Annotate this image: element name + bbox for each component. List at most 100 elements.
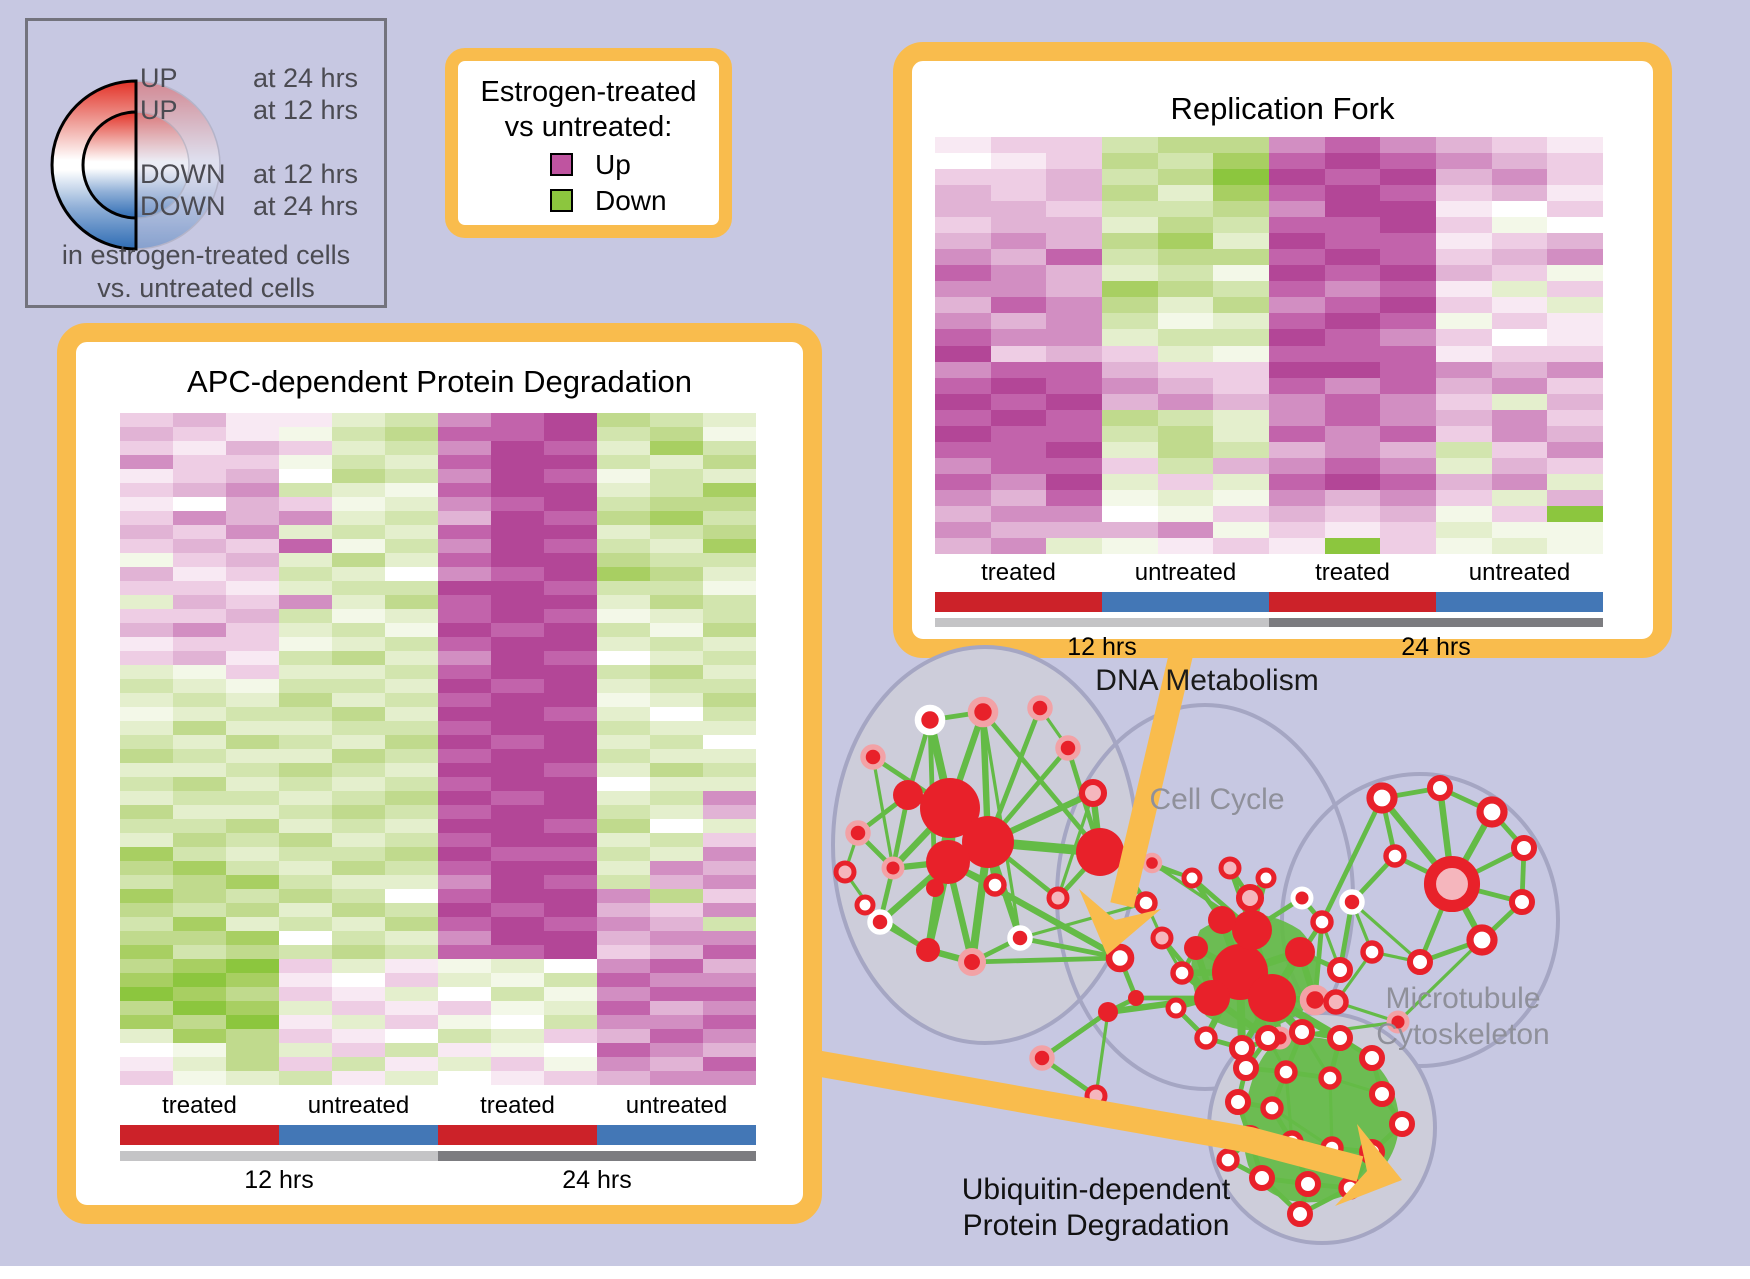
heatmap-cell [1046,537,1102,554]
heatmap-cell [491,847,544,861]
heatmap-cell [1046,505,1102,522]
heatmap-cell [120,791,173,805]
heatmap-cell [173,763,226,777]
heatmap-cell [120,693,173,707]
heatmap-cell [279,987,332,1001]
heatmap-cell [990,153,1047,170]
heatmap-cell [332,847,385,861]
heatmap-cell [1547,185,1603,202]
heatmap-cell [703,525,756,539]
microtubule-gene-node-donut [1509,889,1535,915]
heatmap-cell [1436,249,1492,266]
heatmap-cell [173,931,226,945]
heatmap-cell [491,679,544,693]
heatmap-cell [1046,201,1102,218]
up-item-label: Up [595,149,631,180]
heatmap-cell [544,609,597,623]
heatmap-cell [544,595,597,609]
heatmap-cell [1324,185,1381,202]
dna-edge [1056,792,1095,899]
heatmap-cell [491,1015,544,1029]
heatmap-cell [279,833,332,847]
heatmap-cell [491,903,544,917]
heatmap-cell [173,973,226,987]
heatmap-cell [173,693,226,707]
heatmap-cell [990,217,1047,234]
heatmap-cell [1046,457,1102,474]
heatmap-cell [438,483,491,497]
heatmap-cell [1324,441,1381,458]
heatmap-cell [279,511,332,525]
heatmap-cell [1324,537,1381,554]
dna-gene-node-solid [926,840,970,884]
heatmap-cell [120,973,173,987]
heatmap-cell [1213,473,1269,490]
heatmap-cell [650,917,703,931]
cellcycle-gene-node-solid [1098,1002,1118,1022]
heatmap-cell [279,973,332,987]
heatmap-cell [173,581,226,595]
heatmap-cell [703,917,756,931]
heatmap-cell [226,651,279,665]
apc-group-labels: treated untreated treated untreated [120,1092,756,1120]
heatmap-cell [703,693,756,707]
heatmap-cell [1436,265,1492,282]
heatmap-cell [279,819,332,833]
heatmap-cell [1157,233,1214,250]
heatmap-cell [120,665,173,679]
heatmap-cell [279,917,332,931]
dna-gene-node-donut [1105,943,1135,973]
heatmap-cell [438,805,491,819]
heatmap-cell [438,861,491,875]
heatmap-cell [438,875,491,889]
group-label-untreated: untreated [1468,559,1571,586]
heatmap-cell [279,1071,332,1085]
heatmap-cell [1269,505,1325,522]
heatmap-cell [597,413,650,427]
heatmap-cell [332,721,385,735]
replication-condition-bars [935,592,1603,612]
heatmap-cell [173,889,226,903]
heatmap-cell [650,945,703,959]
heatmap-cell [1102,201,1158,218]
heatmap-cell [438,1071,491,1085]
heatmap-cell [120,889,173,903]
dna-edge [971,955,1121,965]
ubiquitin-label: Ubiquitin-dependent Protein Degradation [961,1173,1231,1242]
heatmap-cell [173,777,226,791]
heatmap-cell [990,313,1047,330]
heatmap-cell [120,847,173,861]
heatmap-cell [1157,169,1214,186]
heatmap-cell [1102,393,1158,410]
heatmap-cell [279,847,332,861]
ubiquitin-gene-node-donut [1249,1165,1275,1191]
heatmap-cell [935,425,991,442]
microtubule-ellipse [1280,772,1560,1068]
heatmap-cell [1491,521,1548,538]
heatmap-cell [120,497,173,511]
heatmap-cell [120,749,173,763]
heatmap-cell [226,525,279,539]
heatmap-cell [120,1043,173,1057]
heatmap-cell [935,345,991,362]
heatmap-cell [226,791,279,805]
heatmap-cell [385,539,438,553]
heatmap-cell [544,735,597,749]
heatmap-cell [544,749,597,763]
heatmap-cell [1324,297,1381,314]
heatmap-cell [597,861,650,875]
heatmap-cell [120,931,173,945]
heatmap-cell [1547,313,1603,330]
heatmap-cell [650,679,703,693]
heatmap-cell [1547,425,1603,442]
heatmap-cell [990,489,1047,506]
heatmap-cell [1046,153,1102,170]
heatmap-cell [120,1001,173,1015]
heatmap-cell [544,875,597,889]
heatmap-cell [703,1071,756,1085]
heatmap-cell [438,707,491,721]
heatmap-cell [1491,217,1548,234]
heatmap-cell [1380,489,1436,506]
heatmap-cell [438,455,491,469]
replication-time-bars [935,618,1603,627]
